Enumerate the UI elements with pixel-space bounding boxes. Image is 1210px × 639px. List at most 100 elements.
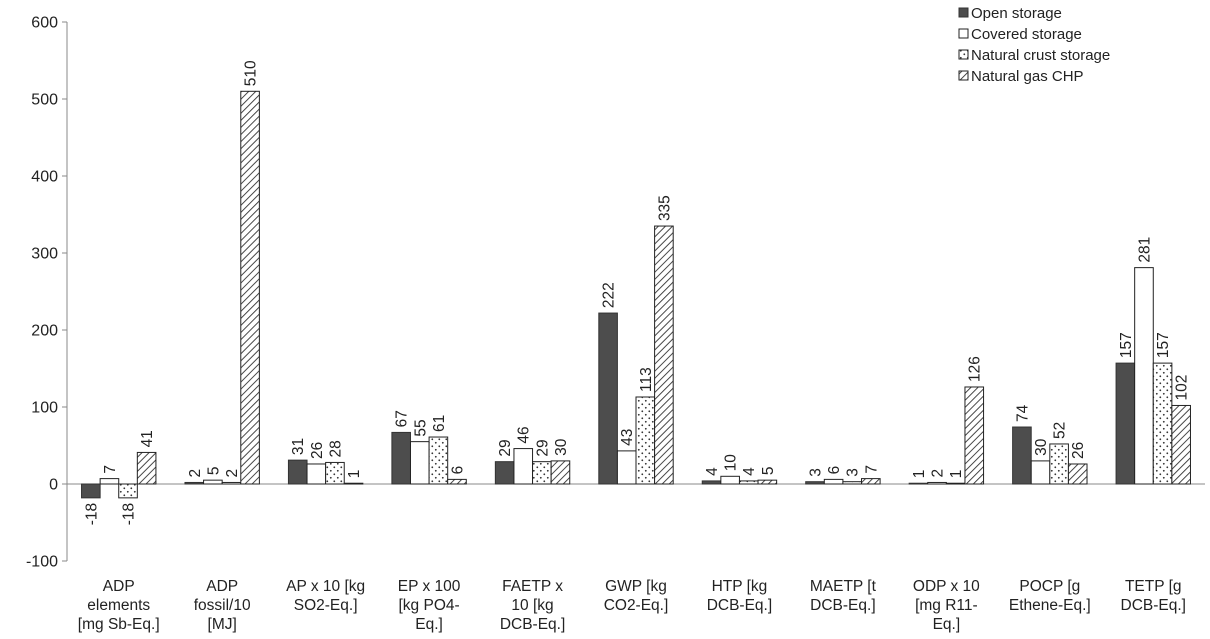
- category-label: EP x 100: [398, 578, 461, 595]
- bar-natural-crust-storage: [221, 481, 242, 485]
- category-label: ADP: [103, 578, 135, 595]
- y-tick-label: 500: [31, 92, 58, 109]
- data-label: 335: [656, 195, 673, 221]
- bar-open-storage: [1012, 426, 1032, 485]
- legend-swatch: [958, 7, 969, 18]
- bar-covered-storage: [1134, 267, 1154, 485]
- bar-natural-crust-storage: [1049, 443, 1069, 485]
- category-label: FAETP x: [502, 578, 563, 595]
- bar-natural-gas-chp: [447, 478, 467, 485]
- data-label: 30: [1033, 438, 1050, 456]
- bar-covered-storage: [927, 481, 947, 485]
- data-label: 30: [553, 438, 570, 456]
- bar-covered-storage: [1030, 460, 1051, 485]
- legend-label: Covered storage: [971, 26, 1082, 43]
- bar-covered-storage: [823, 478, 844, 485]
- data-label: -18: [121, 503, 138, 525]
- bar-open-storage: [1115, 362, 1136, 485]
- legend-label: Open storage: [971, 5, 1062, 22]
- data-label: 29: [534, 439, 551, 456]
- legend-swatch: [958, 28, 969, 39]
- y-tick-label: 100: [31, 400, 58, 417]
- bar-open-storage: [391, 431, 411, 485]
- category-label: CO2-Eq.]: [604, 597, 669, 614]
- category-label: elements: [87, 597, 150, 614]
- bar-natural-crust-storage: [738, 480, 759, 485]
- category-label: [kg PO4-: [399, 597, 460, 614]
- bar-natural-gas-chp: [343, 482, 364, 485]
- bar-covered-storage: [306, 463, 327, 485]
- bar-natural-gas-chp: [550, 460, 571, 485]
- data-label: 2: [187, 469, 204, 478]
- data-label: 43: [619, 429, 636, 446]
- category-label: DCB-Eq.]: [810, 597, 875, 614]
- y-tick-label: 200: [31, 323, 58, 340]
- data-label: 2: [930, 469, 947, 478]
- data-label: 2: [224, 469, 241, 478]
- category-label: DCB-Eq.]: [1121, 597, 1186, 614]
- category-labels: ADP elements [mg Sb-Eq.] ADP fossil/10 [MJ] AP…: [78, 578, 1186, 633]
- data-label: 1: [911, 470, 928, 479]
- data-label: 7: [863, 465, 880, 474]
- bar-natural-crust-storage: [532, 461, 552, 485]
- category-label: HTP [kg: [712, 578, 768, 595]
- data-label: 126: [967, 356, 984, 382]
- data-label: 157: [1118, 332, 1135, 358]
- category-label: [MJ]: [208, 616, 237, 633]
- data-label: 7: [102, 465, 119, 474]
- category-label: SO2-Eq.]: [294, 597, 358, 614]
- data-label: 61: [431, 415, 448, 432]
- bar-open-storage: [805, 481, 825, 485]
- category-label: Ethene-Eq.]: [1009, 597, 1091, 614]
- bar-open-storage: [598, 312, 618, 485]
- bar-natural-crust-storage: [945, 482, 966, 485]
- data-label: 4: [741, 467, 758, 476]
- data-label: 26: [309, 442, 326, 459]
- bar-covered-storage: [99, 478, 120, 485]
- category-label: ADP: [206, 578, 238, 595]
- data-label: 28: [327, 440, 344, 457]
- data-label: 102: [1174, 375, 1191, 401]
- y-tick-label: 600: [31, 15, 58, 32]
- data-label: 10: [723, 454, 740, 472]
- category-label: AP x 10 [kg: [286, 578, 365, 595]
- category-label: MAETP [t: [810, 578, 877, 595]
- data-label: 6: [826, 466, 843, 475]
- bar-natural-crust-storage: [428, 436, 449, 485]
- bar-covered-storage: [409, 441, 430, 485]
- bar-natural-gas-chp: [240, 90, 260, 485]
- data-label: 3: [808, 468, 825, 477]
- bar-natural-crust-storage: [635, 396, 656, 485]
- data-label: 1: [346, 470, 363, 479]
- bar-open-storage: [184, 481, 205, 485]
- bar-covered-storage: [720, 475, 740, 485]
- data-label: 5: [205, 467, 222, 476]
- data-label: 41: [139, 430, 156, 447]
- category-label: fossil/10: [194, 597, 251, 614]
- bars: [81, 90, 1191, 499]
- category-label: [mg Sb-Eq.]: [78, 616, 160, 633]
- legend: Open storage Covered storage Natural crust…: [958, 5, 1110, 85]
- bar-covered-storage: [203, 479, 223, 485]
- bar-open-storage: [287, 459, 308, 485]
- y-tick-label: 300: [31, 246, 58, 263]
- data-label: 31: [290, 438, 307, 455]
- legend-swatch: [958, 70, 969, 81]
- category-label: [mg R11-: [915, 597, 978, 614]
- legend-label: Natural crust storage: [971, 47, 1110, 64]
- bar-natural-crust-storage: [118, 483, 138, 499]
- data-label: 55: [412, 419, 429, 436]
- bar-natural-crust-storage: [842, 481, 863, 485]
- data-label: 67: [394, 410, 411, 427]
- data-label: 157: [1155, 332, 1172, 358]
- bar-covered-storage: [513, 448, 534, 485]
- data-label: 5: [760, 467, 777, 476]
- category-label: 10 [kg: [511, 597, 553, 614]
- data-label: 510: [243, 60, 260, 86]
- bar-covered-storage: [616, 450, 637, 485]
- category-label: GWP [kg: [605, 578, 667, 595]
- bar-natural-crust-storage: [1152, 362, 1173, 485]
- category-label: Eq.]: [933, 616, 961, 633]
